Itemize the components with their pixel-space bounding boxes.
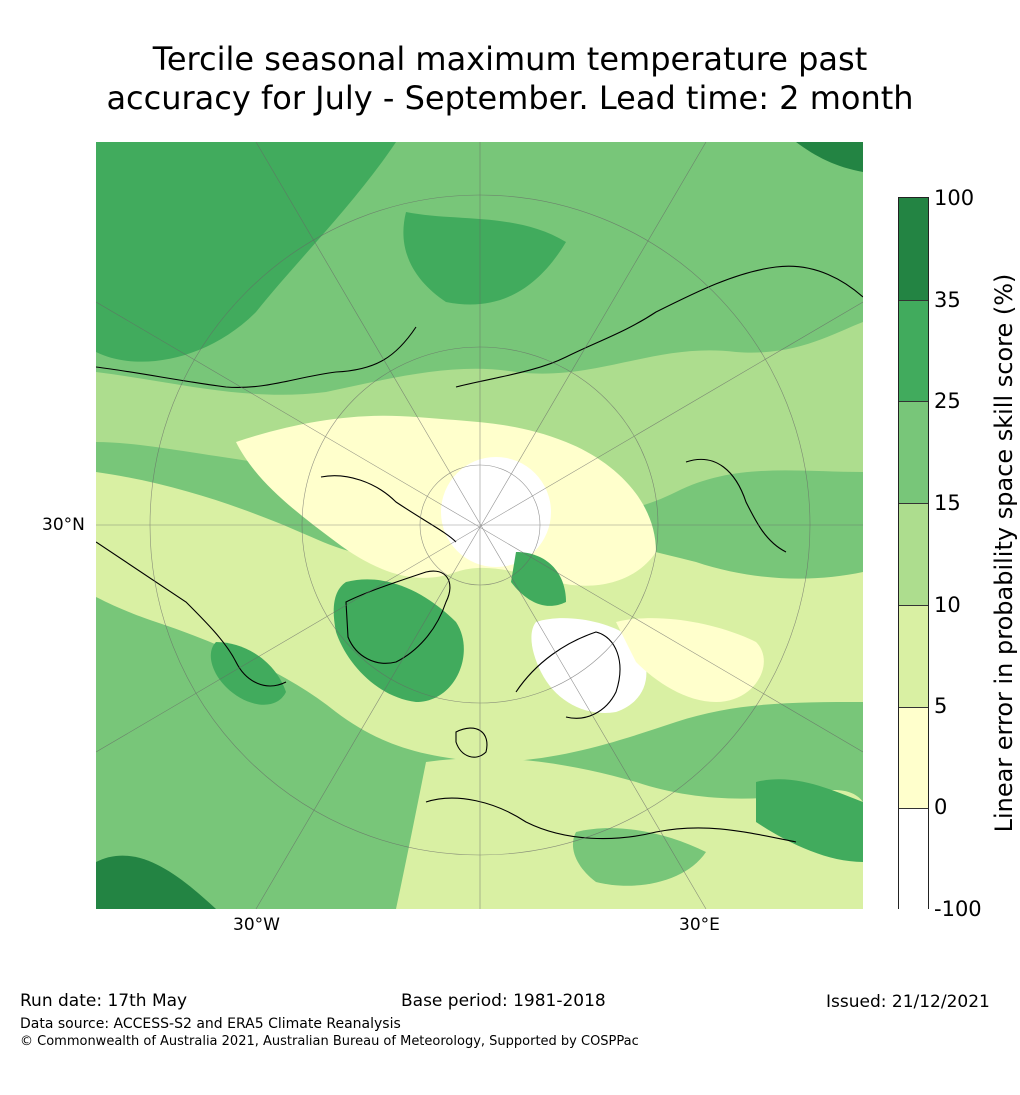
colorbar-tick-25: 25 (934, 389, 961, 413)
colorbar-segment (899, 401, 928, 505)
region-dark-nw (96, 142, 396, 362)
lon-label-30w: 30°W (233, 915, 280, 935)
region-mid-band (96, 322, 863, 516)
colorbar-tick-minus100: -100 (934, 897, 982, 921)
colorbar-segment (899, 198, 928, 301)
colorbar-segment (899, 808, 928, 912)
footer-base-period: Base period: 1981-2018 (401, 991, 606, 1011)
region-mediterranean (572, 828, 706, 886)
footer-copyright: © Commonwealth of Australia 2021, Austra… (20, 1034, 639, 1049)
footer-run-date: Run date: 17th May (20, 991, 188, 1011)
colorbar-tick-35: 35 (934, 288, 961, 312)
coastline-scandinavia (515, 631, 621, 719)
coastline-north-america (96, 541, 287, 687)
region-pole-white (441, 457, 551, 567)
region-light-band (96, 472, 863, 762)
region-se-dark (756, 779, 863, 862)
coastline-siberia (455, 265, 863, 388)
colorbar-tick-10: 10 (934, 593, 961, 617)
coastline-alaska (96, 326, 417, 388)
footer-issued: Issued: 21/12/2021 (826, 992, 990, 1012)
coastline-canada-arctic (320, 475, 457, 543)
region-darkest-ne (796, 142, 863, 172)
colorbar-tick-5: 5 (934, 694, 948, 718)
region-darkest-sw (96, 855, 216, 909)
colorbar-tick-100: 100 (934, 186, 975, 210)
region-dark-n (403, 212, 566, 305)
graticule-meridian-120 (96, 301, 863, 753)
graticule-meridian-30e (255, 142, 707, 909)
coastlines (96, 265, 863, 843)
title-line-1: Tercile seasonal maximum temperature pas… (152, 40, 868, 78)
lon-label-30e: 30°E (679, 915, 720, 935)
colorbar-segment (899, 299, 928, 403)
region-hudson-dark (210, 642, 286, 705)
lat-label-30n: 30°N (42, 515, 85, 535)
map-canvas (96, 142, 863, 909)
coastline-europe-south (425, 797, 797, 843)
footer-data-source: Data source: ACCESS-S2 and ERA5 Climate … (20, 1016, 401, 1032)
colorbar-tick-15: 15 (934, 491, 961, 515)
colorbar (898, 197, 929, 912)
colorbar-tick-0: 0 (934, 795, 948, 819)
colorbar-segment (899, 604, 928, 709)
colorbar-title: Linear error in probability space skill … (990, 273, 1018, 833)
region-russia-low (616, 618, 764, 702)
coastline-east-asia (685, 458, 787, 553)
region-barents-dark (511, 552, 566, 606)
skill-score-map (96, 142, 863, 909)
colorbar-segment (899, 503, 928, 607)
title-line-2: accuracy for July - September. Lead time… (106, 79, 914, 117)
coastline-greenland (345, 570, 451, 664)
coastline-british-isles (455, 727, 488, 758)
map-title: Tercile seasonal maximum temperature pas… (0, 40, 1020, 118)
graticule (96, 142, 863, 909)
colorbar-segment (899, 706, 928, 810)
